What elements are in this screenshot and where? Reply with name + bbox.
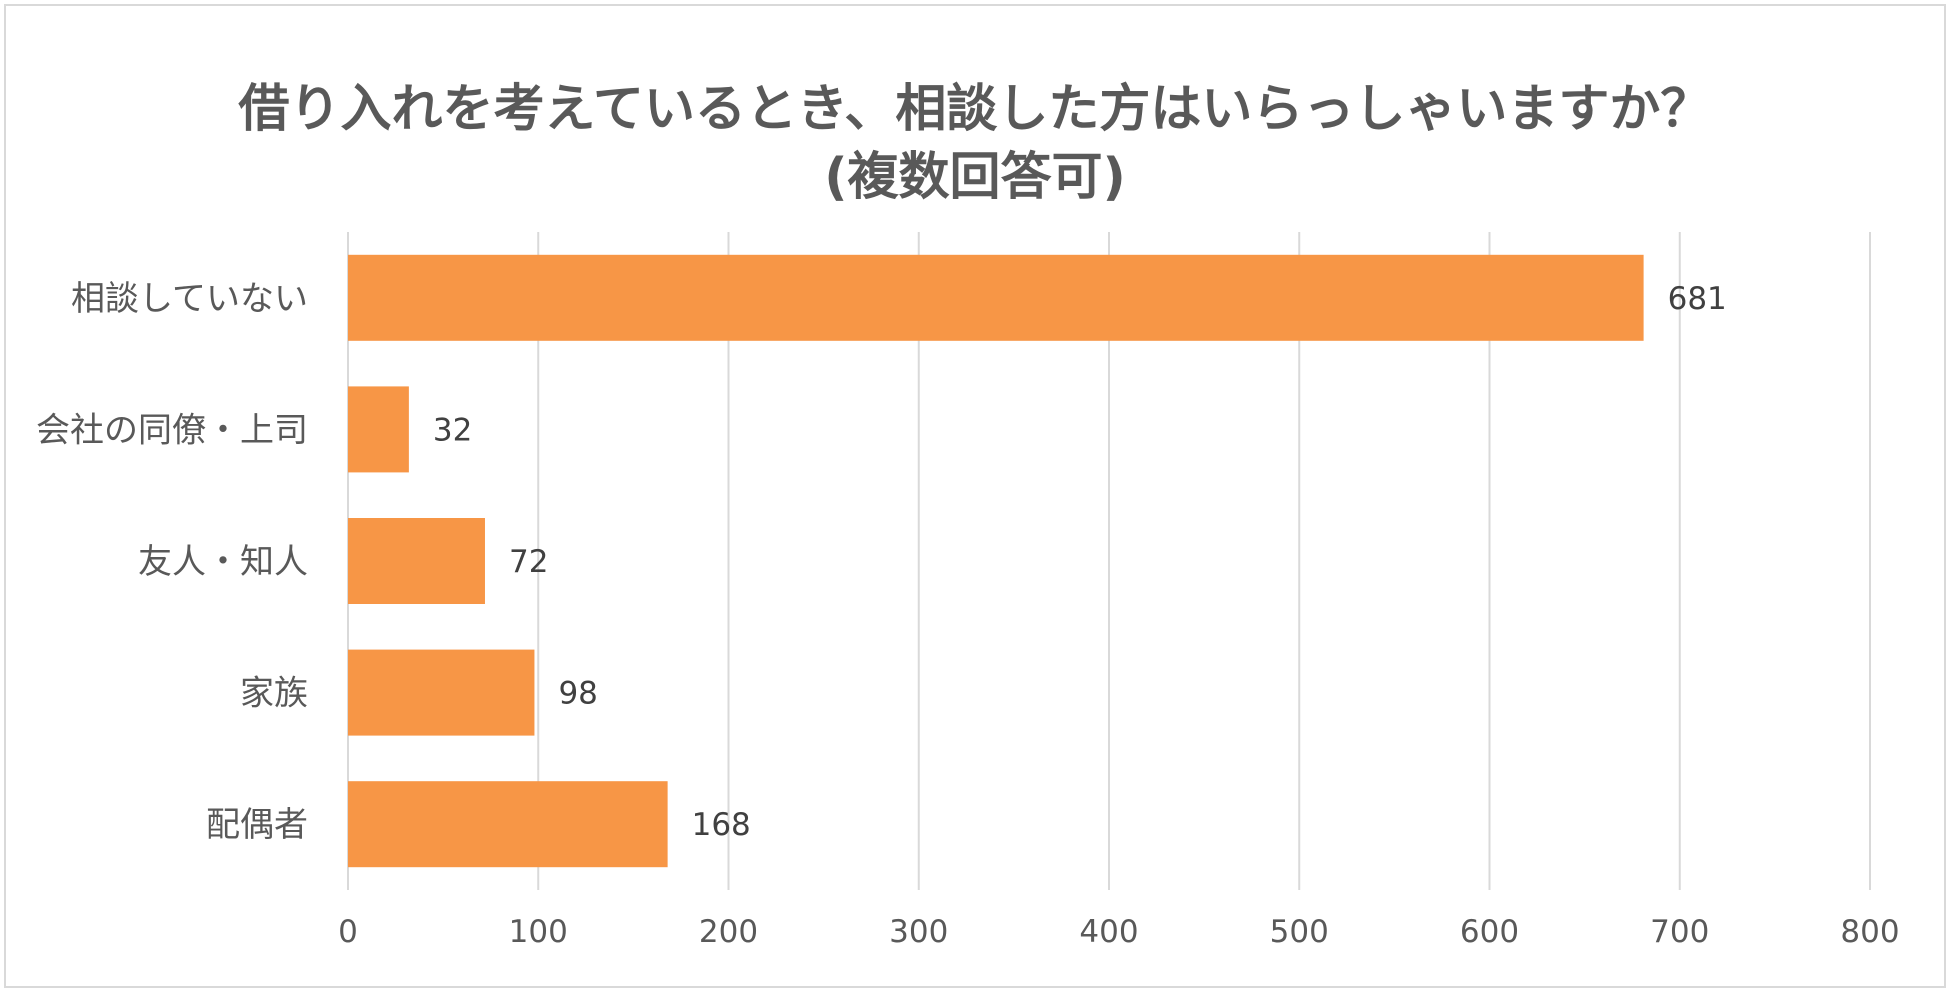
data-label: 168 bbox=[692, 807, 751, 843]
bar bbox=[348, 649, 535, 736]
data-label: 681 bbox=[1668, 281, 1727, 317]
data-label: 32 bbox=[433, 412, 472, 448]
bars bbox=[348, 254, 1644, 868]
x-tick-label: 0 bbox=[338, 914, 358, 950]
x-tick-label: 500 bbox=[1270, 914, 1329, 950]
bar bbox=[348, 386, 409, 473]
category-label: 会社の同僚・上司 bbox=[36, 410, 308, 450]
category-label: 相談していない bbox=[71, 279, 308, 319]
data-label: 98 bbox=[558, 676, 597, 712]
bar bbox=[348, 518, 485, 604]
chart-title-line-2: (複数回答可) bbox=[824, 148, 1126, 207]
x-tick-label: 400 bbox=[1079, 914, 1138, 950]
chart-title-line-1: 借り入れを考えているとき、相談した方はいらっしゃいますか？ bbox=[238, 80, 1712, 139]
x-tick-label: 600 bbox=[1460, 914, 1519, 950]
gridlines bbox=[347, 232, 1871, 890]
chart-title: 借り入れを考えているとき、相談した方はいらっしゃいますか？ (複数回答可) bbox=[6, 76, 1944, 212]
bar bbox=[348, 781, 668, 868]
x-tick-label: 200 bbox=[699, 914, 758, 950]
x-tick-label: 100 bbox=[509, 914, 568, 950]
category-label: 配偶者 bbox=[206, 805, 308, 845]
labels: 0 100 200 300 400 500 600 700 800 相談していない 681 会社の同僚… bbox=[36, 279, 1900, 950]
data-label: 72 bbox=[509, 544, 548, 580]
x-tick-label: 700 bbox=[1650, 914, 1709, 950]
x-tick-label: 800 bbox=[1840, 914, 1899, 950]
category-label: 家族 bbox=[240, 674, 308, 714]
bar bbox=[348, 254, 1644, 341]
x-tick-label: 300 bbox=[889, 914, 948, 950]
chart-frame: 借り入れを考えているとき、相談した方はいらっしゃいますか？ (複数回答可) bbox=[4, 4, 1946, 988]
category-label: 友人・知人 bbox=[138, 542, 308, 582]
